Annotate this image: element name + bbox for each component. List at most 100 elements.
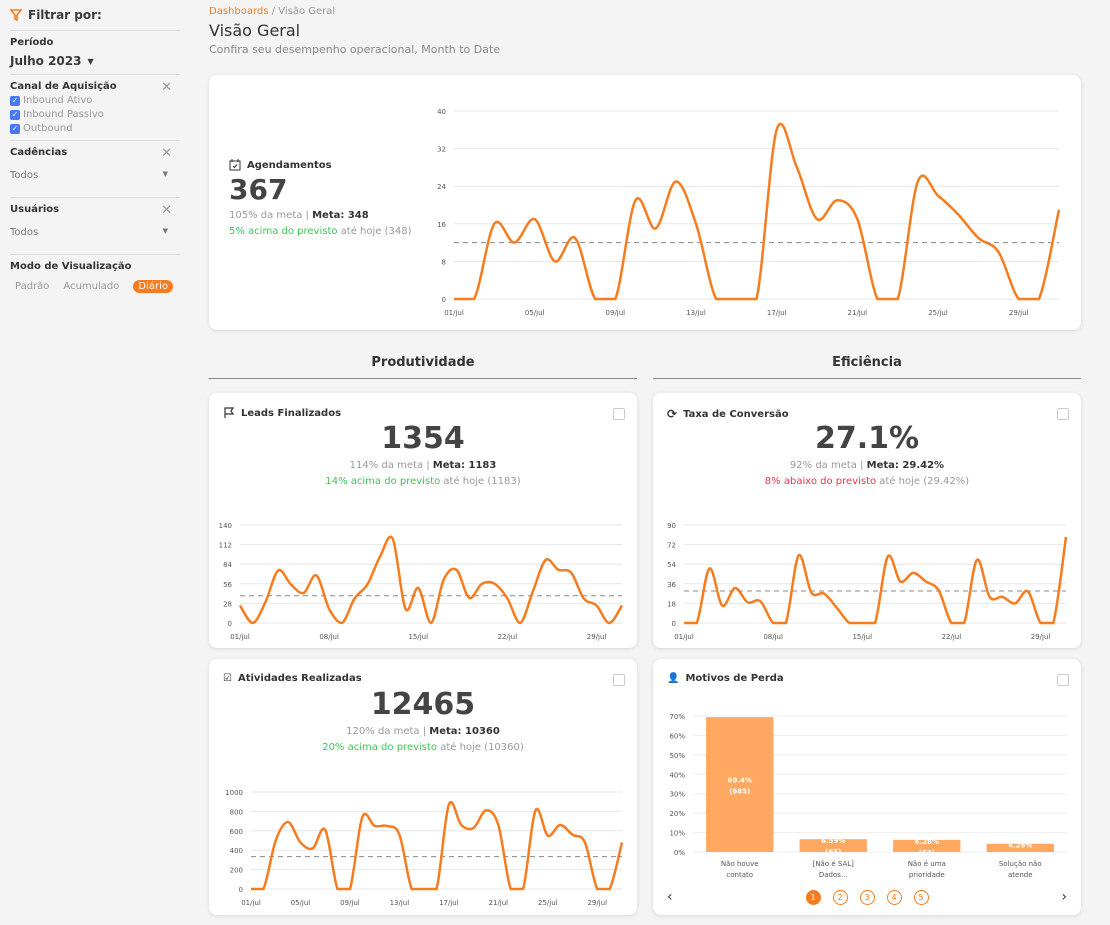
x-tick-label: 25/jul	[538, 899, 558, 907]
separator: |	[302, 210, 313, 221]
mode-diario[interactable]: Diário	[133, 280, 173, 293]
x-tick-label: 08/jul	[763, 633, 783, 641]
x-category-label: Dados...	[819, 871, 848, 879]
y-tick-label: 200	[230, 867, 243, 875]
open-external-icon[interactable]	[1057, 408, 1069, 420]
users-select[interactable]: Todos ▼	[10, 227, 168, 238]
check-icon: ✓	[10, 109, 20, 120]
open-external-icon[interactable]	[1057, 674, 1069, 686]
page-title: Visão Geral	[209, 21, 301, 40]
y-tick-label: 36	[667, 581, 676, 589]
atividades-chart: 0 200 400 600 800 1000 01/jul 05/jul 09/jul 13/ju…	[225, 789, 624, 907]
bar	[986, 843, 1054, 852]
check-icon: ✓	[10, 123, 20, 134]
filter-sidebar: Filtrar por: Período Julho 2023 ▼ Canal d…	[0, 0, 180, 925]
leads-chart: 0 28 56 84 112 140 01/jul 08/jul 15/jul 22/jul 29/…	[219, 522, 624, 641]
open-external-icon[interactable]	[613, 674, 625, 686]
next-page-icon[interactable]: ›	[1061, 889, 1067, 905]
bar	[893, 839, 961, 852]
users-label: Usuários	[10, 204, 60, 215]
cadence-select[interactable]: Todos ▼	[10, 170, 168, 181]
bar-value-label: 69.4%	[728, 777, 752, 785]
bar-count-label: (62)	[919, 849, 935, 857]
page-button-1[interactable]: 1	[805, 890, 821, 905]
kpi-value: 1354	[381, 421, 465, 456]
kpi-delta-tail: até hoje	[437, 742, 485, 753]
y-tick-label: 1000	[225, 789, 243, 797]
breadcrumb: Dashboards / Visão Geral	[209, 6, 1081, 17]
mode-acumulado[interactable]: Acumulado	[63, 281, 120, 292]
checkbox-label: Inbound Ativo	[23, 95, 93, 106]
page-button-5[interactable]: 5	[913, 890, 929, 905]
kpi-value: 367	[229, 173, 288, 206]
x-tick-label: 22/jul	[498, 633, 518, 641]
bar-count-label: (42)	[1012, 853, 1028, 861]
checkbox-outbound[interactable]: ✓ Outbound	[10, 123, 180, 134]
y-tick-label: 24	[437, 183, 446, 191]
breadcrumb-dashboards[interactable]: Dashboards	[209, 6, 269, 17]
x-tick-label: 22/jul	[942, 633, 962, 641]
clear-users-icon[interactable]: ✕	[161, 203, 172, 218]
x-tick-label: 01/jul	[444, 309, 464, 317]
x-tick-label: 29/jul	[1009, 309, 1029, 317]
y-tick-label: 70%	[669, 713, 685, 721]
caret-down-icon: ▼	[162, 170, 168, 178]
y-tick-label: 90	[667, 522, 676, 530]
bar-value-label: 4.26%	[1008, 842, 1032, 850]
breadcrumb-separator: /	[268, 6, 279, 17]
x-category-label: Não houve	[721, 860, 759, 868]
y-tick-label: 16	[437, 221, 446, 229]
x-tick-label: 09/jul	[606, 309, 626, 317]
kpi-delta-tail: até hoje	[440, 476, 488, 487]
y-tick-label: 112	[219, 542, 232, 550]
y-tick-label: 50%	[669, 752, 685, 760]
card-title: Taxa de Conversão	[683, 408, 789, 420]
y-tick-label: 0	[442, 296, 446, 304]
page-button-4[interactable]: 4	[886, 890, 902, 905]
open-external-icon[interactable]	[613, 408, 625, 420]
clear-channel-icon[interactable]: ✕	[161, 80, 172, 95]
bar	[706, 717, 774, 852]
filter-icon	[10, 9, 22, 21]
y-tick-label: 400	[230, 847, 243, 855]
checkbox-inbound-passivo[interactable]: ✓ Inbound Passivo	[10, 109, 180, 120]
card-title: Motivos de Perda	[685, 673, 784, 684]
y-tick-label: 32	[437, 146, 446, 154]
bar	[799, 839, 867, 852]
section-eficiencia: Eficiência	[653, 355, 1081, 379]
x-tick-label: 05/jul	[525, 309, 545, 317]
x-tick-label: 17/jul	[439, 899, 459, 907]
x-category-label: [Não é SAL]	[813, 860, 855, 868]
x-tick-label: 05/jul	[291, 899, 311, 907]
section-produtividade: Produtividade	[209, 355, 637, 379]
clear-cadence-icon[interactable]: ✕	[161, 146, 172, 161]
y-tick-label: 54	[667, 561, 676, 569]
mode-padrao[interactable]: Padrão	[15, 281, 50, 292]
separator: |	[423, 460, 433, 471]
card-title: Leads Finalizados	[241, 407, 342, 419]
page-button-2[interactable]: 2	[832, 890, 848, 905]
x-category-label: atende	[1008, 871, 1033, 879]
period-select[interactable]: Julho 2023 ▼	[10, 54, 180, 68]
x-tick-label: 29/jul	[587, 899, 607, 907]
page-button-3[interactable]: 3	[859, 890, 875, 905]
x-category-label: prioridade	[909, 871, 945, 879]
x-tick-label: 21/jul	[848, 309, 868, 317]
card-leads: Leads Finalizados 1354 114% da meta | Me…	[209, 393, 637, 648]
kpi-delta: 5% acima do previsto	[229, 226, 338, 237]
x-tick-label: 21/jul	[489, 899, 509, 907]
series-line	[683, 536, 1068, 625]
checkbox-inbound-ativo[interactable]: ✓ Inbound Ativo	[10, 95, 180, 106]
cadence-label: Cadências	[10, 147, 68, 158]
prev-page-icon[interactable]: ‹	[667, 889, 673, 905]
y-tick-label: 40	[437, 108, 446, 116]
y-tick-label: 600	[230, 828, 243, 836]
channel-label: Canal de Aquisição	[10, 81, 117, 92]
y-tick-label: 8	[442, 258, 446, 266]
y-tick-label: 72	[667, 542, 676, 550]
y-tick-label: 40%	[669, 771, 685, 779]
kpi-delta: 20% acima do previsto	[322, 742, 438, 753]
cadence-value: Todos	[10, 170, 39, 181]
card-agendamentos: Agendamentos 367 105% da meta | Meta: 34…	[209, 75, 1081, 330]
y-tick-label: 84	[223, 561, 232, 569]
